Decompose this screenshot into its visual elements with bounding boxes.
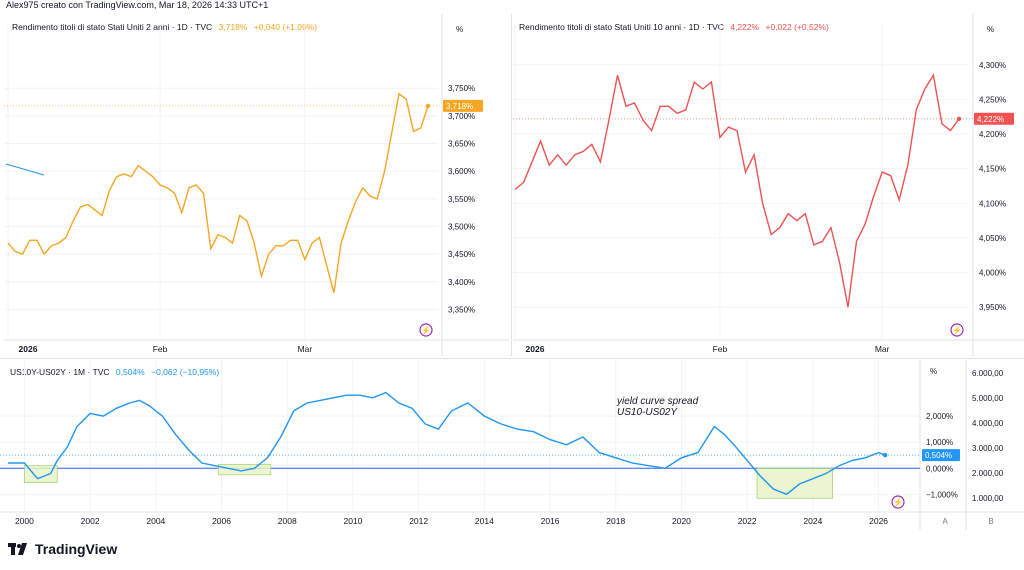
x-tick-label: 2026 <box>869 516 888 526</box>
lightning-icon-glyph: ⚡ <box>893 497 903 507</box>
annotation-line-1: yield curve spread <box>616 396 699 407</box>
us2y-change: +0,040 (+1,09%) <box>253 22 318 32</box>
spread-price: 0,504% <box>115 367 145 377</box>
last-value-badge <box>922 449 960 462</box>
y-tick-label-left: 2,000% <box>926 412 953 421</box>
x-tick-label: 2006 <box>212 516 231 526</box>
inversion-box <box>756 467 833 499</box>
x-tick-label: 2012 <box>409 516 428 526</box>
last-price-label: 4,222% <box>977 115 1004 124</box>
x-tick-label: Mar <box>298 344 313 354</box>
last-price-label: 3,718% <box>446 102 473 111</box>
x-tick-label: 2018 <box>606 516 625 526</box>
last-point-marker <box>956 116 962 122</box>
x-tick-label: 2008 <box>278 516 297 526</box>
us10y-change: +0,022 (+0,52%) <box>765 22 829 32</box>
x-tick-label: 2026 <box>19 344 38 354</box>
y-tick-label: 4,200% <box>979 130 1006 139</box>
x-tick-label: 2022 <box>738 516 757 526</box>
y-unit-label: % <box>987 25 994 34</box>
x-tick-label: 2000 <box>15 516 34 526</box>
panel-spread: US10Y-US02Y · 1M · TVC 0,504% −0,062 (−1… <box>0 360 1024 530</box>
x-tick-label: 2002 <box>81 516 100 526</box>
y-tick-label-right: 1.000,00 <box>972 494 1004 503</box>
y-tick-label-right: 5.000,00 <box>972 394 1004 403</box>
panel-us10y: Rendimento titoli di stato Stati Uniti 1… <box>513 14 1024 356</box>
trend-line-fragment <box>5 163 45 176</box>
y-tick-label: 4,000% <box>979 269 1006 278</box>
y-tick-label: 3,600% <box>448 167 475 176</box>
y-tick-label: 3,550% <box>448 195 475 204</box>
y-tick-label: 3,450% <box>448 250 475 259</box>
x-tick-label: 2024 <box>803 516 822 526</box>
x-tick-label: 2020 <box>672 516 691 526</box>
x-tick-label: Feb <box>713 344 728 354</box>
chart-header: Alex975 creato con TradingView.com, Mar … <box>6 0 269 10</box>
y-unit-label: % <box>930 367 937 376</box>
y-tick-label: 3,400% <box>448 278 475 287</box>
last-point-marker <box>425 103 431 109</box>
y-unit-label: % <box>456 25 463 34</box>
lightning-icon <box>891 495 905 509</box>
y-tick-label-left: 1,000% <box>926 438 953 447</box>
y-tick-label: 3,700% <box>448 112 475 121</box>
y-tick-label: 4,150% <box>979 165 1006 174</box>
axis-auto-button: A <box>942 517 948 526</box>
us10y-title-text: Rendimento titoli di stato Stati Uniti 1… <box>519 22 724 32</box>
y-tick-label: 3,750% <box>448 84 475 93</box>
y-tick-label: 3,650% <box>448 140 475 149</box>
spread-chart-svg[interactable]: 2000 2002 2004 2006 2008 2010 2012 2014 2016 2018… <box>0 360 1024 530</box>
series-line <box>7 92 429 293</box>
last-price-badge <box>974 112 1014 125</box>
panel-us2y-title: Rendimento titoli di stato Stati Uniti 2… <box>12 22 317 32</box>
x-tick-label: Feb <box>153 344 168 354</box>
spread-series-line <box>8 391 886 496</box>
lightning-icon-glyph: ⚡ <box>952 325 962 335</box>
spread-change: −0,062 (−10,95%) <box>151 367 220 377</box>
spread-title-text: US10Y-US02Y · 1M · TVC <box>10 367 110 377</box>
x-tick-label: 2016 <box>541 516 560 526</box>
y-tick-label-right: 2.000,00 <box>972 469 1004 478</box>
us2y-title-text: Rendimento titoli di stato Stati Uniti 2… <box>12 22 213 32</box>
y-tick-label-right: 4.000,00 <box>972 419 1004 428</box>
y-tick-label: 4,250% <box>979 95 1006 104</box>
y-tick-label-right: 3.000,00 <box>972 444 1004 453</box>
last-value-label: 0,504% <box>925 451 952 460</box>
tradingview-logo[interactable]: TradingView <box>8 541 117 557</box>
axis-log-button: B <box>988 517 993 526</box>
lightning-icon <box>419 323 433 337</box>
y-tick-label-right: 6.000,00 <box>972 369 1004 378</box>
panel-spread-title: US10Y-US02Y · 1M · TVC 0,504% −0,062 (−1… <box>10 367 219 377</box>
us10y-chart-svg[interactable]: 4,300% 4,250% 4,200% 4,150% 4,100% 4,050% 4,00… <box>513 14 1024 356</box>
tradingview-logo-icon <box>8 543 27 555</box>
panel-us2y: Rendimento titoli di stato Stati Uniti 2… <box>4 14 509 356</box>
last-point-marker <box>882 452 888 458</box>
lightning-icon <box>950 323 964 337</box>
y-tick-label-left: 0,000% <box>926 464 953 473</box>
y-tick-label: 3,500% <box>448 222 475 231</box>
x-tick-label: 2010 <box>343 516 362 526</box>
tradingview-logo-text: TradingView <box>35 541 118 557</box>
y-tick-label: 3,350% <box>448 305 475 314</box>
last-price-badge <box>443 99 483 112</box>
us2y-price: 3,718% <box>218 22 248 32</box>
x-tick-label: Mar <box>875 344 890 354</box>
panel-us10y-title: Rendimento titoli di stato Stati Uniti 1… <box>519 22 829 32</box>
series-line <box>514 73 960 308</box>
annotation-line-2: US10-US02Y <box>617 407 678 418</box>
panel-divider-vertical <box>511 14 512 356</box>
us10y-price: 4,222% <box>730 22 760 32</box>
y-tick-label: 3,950% <box>979 303 1006 312</box>
y-tick-label: 4,050% <box>979 234 1006 243</box>
y-tick-label: 4,300% <box>979 61 1006 70</box>
us2y-chart-svg[interactable]: 3,750% 3,700% 3,650% 3,600% 3,550% 3,500% 3,45… <box>4 14 509 356</box>
x-tick-label: 2014 <box>475 516 494 526</box>
y-tick-label: 4,100% <box>979 199 1006 208</box>
inversion-box <box>24 465 58 484</box>
y-tick-label-left: −1,000% <box>926 490 958 499</box>
panel-divider-horizontal <box>0 358 1024 359</box>
x-tick-label: 2026 <box>526 344 545 354</box>
lightning-icon-glyph: ⚡ <box>421 325 431 335</box>
x-tick-label: 2004 <box>146 516 165 526</box>
